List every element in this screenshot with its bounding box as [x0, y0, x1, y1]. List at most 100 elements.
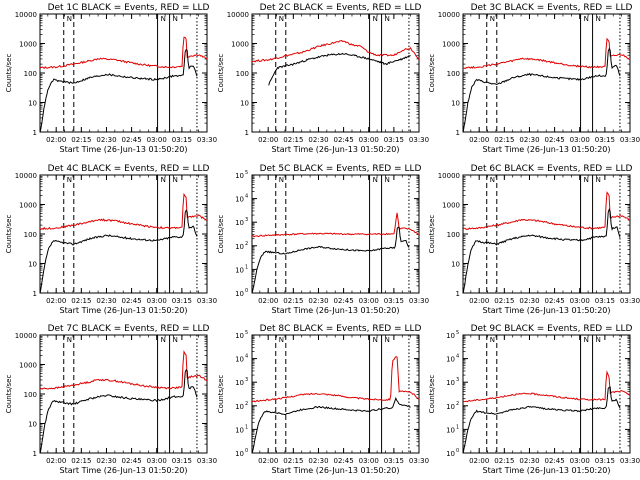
- y-tick-exponent: 1: [245, 264, 248, 270]
- y-tick-label: 10000: [438, 11, 460, 19]
- detector-panel-1: Det 1C BLACK = Events, RED = LLD Counts/s…: [5, 3, 217, 154]
- x-tick-label: 03:30: [197, 297, 217, 305]
- x-tick-label: 03:15: [595, 457, 615, 465]
- series-line-events: [463, 207, 621, 293]
- series-line-events: [40, 209, 198, 293]
- marker-label: N: [490, 15, 495, 23]
- panel-title: Det 3C BLACK = Events, RED = LLD: [471, 3, 633, 13]
- y-tick-label: 1000: [19, 202, 37, 210]
- x-tick-label: 02:15: [71, 297, 91, 305]
- marker-label: N: [385, 15, 390, 23]
- marker-label: N: [490, 336, 495, 344]
- x-tick-label: 03:15: [595, 297, 615, 305]
- y-tick-label: 100: [24, 70, 37, 78]
- marker-label: N: [173, 15, 178, 23]
- y-axis-label: Counts/sec: [5, 375, 13, 414]
- marker-label: N: [279, 15, 284, 23]
- y-tick-label: 1: [456, 129, 460, 137]
- x-tick-label: 03:30: [197, 457, 217, 465]
- x-tick-label: 02:45: [122, 297, 142, 305]
- x-axis-label: Start Time (26-Jun-13 01:50:20): [272, 306, 400, 315]
- panel-title: Det 1C BLACK = Events, RED = LLD: [48, 3, 210, 13]
- x-tick-label: 03:00: [147, 457, 167, 465]
- series-line-lld: [40, 36, 207, 69]
- series-line-lld: [40, 192, 207, 231]
- marker-label: N: [596, 336, 601, 344]
- marker-label: N: [373, 336, 378, 344]
- series-line-events: [40, 48, 198, 132]
- x-tick-label: 03:30: [620, 457, 640, 465]
- x-tick-label: 02:15: [494, 297, 514, 305]
- y-tick-label: 10: [446, 332, 455, 340]
- panel-title: Det 7C BLACK = Events, RED = LLD: [48, 324, 210, 334]
- y-tick-exponent: 3: [245, 217, 248, 223]
- y-tick-label: 10: [235, 403, 244, 411]
- y-tick-label: 1: [33, 290, 37, 298]
- y-tick-label: 10: [446, 379, 455, 387]
- marker-label: N: [373, 176, 378, 184]
- marker-label: N: [373, 15, 378, 23]
- x-tick-label: 02:45: [545, 457, 565, 465]
- y-tick-exponent: 4: [245, 354, 248, 360]
- x-tick-label: 03:15: [172, 297, 192, 305]
- y-tick-label: 10000: [15, 11, 37, 19]
- marker-label: N: [161, 176, 166, 184]
- y-tick-label: 1: [33, 129, 37, 137]
- x-tick-label: 02:15: [494, 457, 514, 465]
- y-tick-label: 10000: [438, 172, 460, 180]
- panel-title: Det 4C BLACK = Events, RED = LLD: [48, 164, 210, 174]
- marker-label: N: [67, 176, 72, 184]
- marker-label: N: [490, 176, 495, 184]
- y-tick-label: 1000: [231, 41, 249, 49]
- y-tick-label: 10: [235, 450, 244, 458]
- x-tick-label: 02:00: [46, 457, 66, 465]
- y-axis-label: Counts/sec: [5, 54, 13, 93]
- y-tick-label: 10: [235, 219, 244, 227]
- detector-panel-8: Det 8C BLACK = Events, RED = LLD Counts/s…: [217, 324, 429, 475]
- y-tick-exponent: 2: [245, 401, 248, 407]
- x-tick-label: 02:30: [308, 457, 328, 465]
- y-tick-label: 10: [235, 356, 244, 364]
- x-tick-label: 02:00: [469, 457, 489, 465]
- y-tick-exponent: 4: [245, 194, 248, 200]
- detector-panel-5: Det 5C BLACK = Events, RED = LLD Counts/s…: [217, 164, 429, 315]
- y-tick-label: 10000: [15, 172, 37, 180]
- x-tick-label: 03:15: [172, 136, 192, 144]
- panel-title: Det 5C BLACK = Events, RED = LLD: [260, 164, 422, 174]
- x-tick-label: 03:30: [197, 136, 217, 144]
- series-line-lld: [252, 355, 419, 403]
- x-tick-label: 02:00: [469, 136, 489, 144]
- panel-title: Det 2C BLACK = Events, RED = LLD: [260, 3, 422, 13]
- y-tick-label: 1: [456, 290, 460, 298]
- y-axis-label: Counts/sec: [217, 215, 225, 254]
- y-tick-exponent: 0: [456, 448, 459, 454]
- x-axis-label: Start Time (26-Jun-13 01:50:20): [483, 466, 611, 475]
- y-axis-label: Counts/sec: [217, 375, 225, 414]
- x-tick-label: 02:00: [258, 457, 278, 465]
- y-tick-label: 10: [28, 261, 37, 269]
- x-tick-label: 02:00: [46, 136, 66, 144]
- y-tick-label: 100: [24, 231, 37, 239]
- series-line-events: [40, 369, 198, 453]
- x-tick-label: 02:45: [122, 457, 142, 465]
- y-tick-exponent: 3: [245, 377, 248, 383]
- panel-title: Det 8C BLACK = Events, RED = LLD: [260, 324, 422, 334]
- y-tick-label: 10: [235, 426, 244, 434]
- y-tick-label: 10: [446, 450, 455, 458]
- x-tick-label: 02:45: [334, 457, 354, 465]
- x-tick-label: 03:30: [620, 136, 640, 144]
- x-tick-label: 03:15: [595, 136, 615, 144]
- x-axis-label: Start Time (26-Jun-13 01:50:20): [60, 145, 188, 154]
- x-tick-label: 03:15: [384, 457, 404, 465]
- y-tick-label: 10: [28, 421, 37, 429]
- marker-label: N: [596, 15, 601, 23]
- x-tick-label: 02:45: [545, 297, 565, 305]
- y-tick-label: 10: [28, 100, 37, 108]
- x-tick-label: 03:00: [147, 136, 167, 144]
- detector-panel-2: Det 2C BLACK = Events, RED = LLD Counts/s…: [217, 3, 429, 154]
- x-tick-label: 02:30: [308, 136, 328, 144]
- x-tick-label: 02:30: [96, 297, 116, 305]
- marker-label: N: [161, 15, 166, 23]
- plot-frame: [251, 334, 420, 454]
